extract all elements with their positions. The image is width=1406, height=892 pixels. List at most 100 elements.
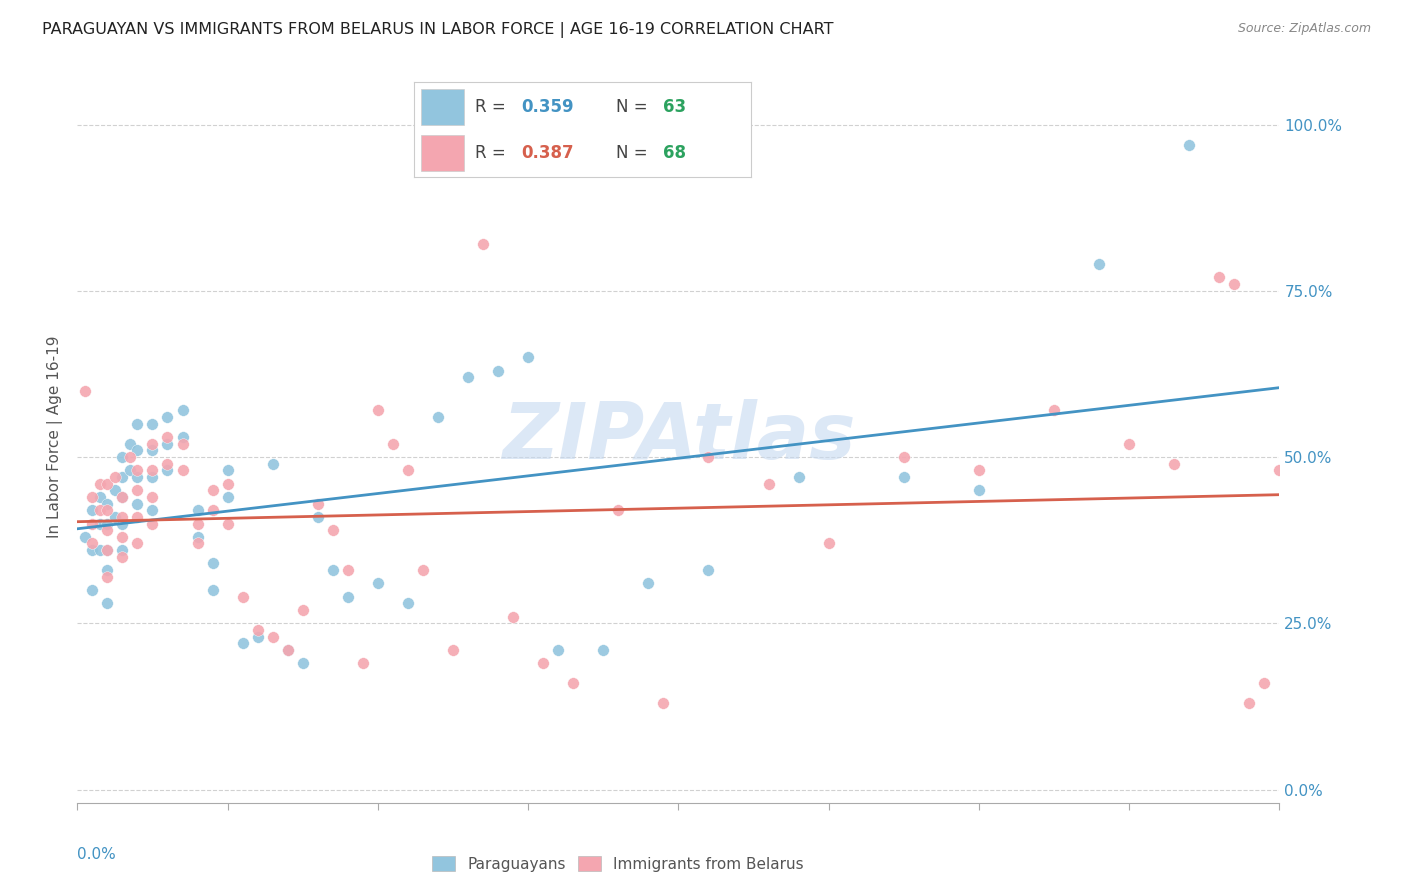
Point <box>104 509 127 524</box>
Point <box>82 516 104 531</box>
Point <box>262 630 284 644</box>
Point <box>201 557 224 571</box>
Point <box>291 603 314 617</box>
Point <box>217 463 239 477</box>
Point <box>96 563 118 577</box>
Point <box>217 476 239 491</box>
Point <box>141 516 163 531</box>
Point <box>893 470 915 484</box>
Point <box>486 363 509 377</box>
Point <box>457 370 479 384</box>
Point <box>652 696 675 710</box>
Point <box>141 436 163 450</box>
Point <box>562 676 585 690</box>
Point <box>127 509 149 524</box>
Point <box>96 497 118 511</box>
Point <box>246 623 269 637</box>
Point <box>141 417 163 431</box>
Point <box>156 430 179 444</box>
Point <box>367 576 389 591</box>
Point <box>104 470 127 484</box>
Point <box>1239 696 1261 710</box>
Point <box>787 470 810 484</box>
Point <box>73 384 96 398</box>
Point <box>104 483 127 498</box>
Point <box>1268 463 1291 477</box>
Legend: Paraguayans, Immigrants from Belarus: Paraguayans, Immigrants from Belarus <box>425 848 811 880</box>
Point <box>141 470 163 484</box>
Point <box>1178 137 1201 152</box>
Text: ZIPAtlas: ZIPAtlas <box>502 399 855 475</box>
Point <box>336 563 359 577</box>
Point <box>322 563 344 577</box>
Text: PARAGUAYAN VS IMMIGRANTS FROM BELARUS IN LABOR FORCE | AGE 16-19 CORRELATION CHA: PARAGUAYAN VS IMMIGRANTS FROM BELARUS IN… <box>42 22 834 38</box>
Text: Source: ZipAtlas.com: Source: ZipAtlas.com <box>1237 22 1371 36</box>
Point <box>82 536 104 550</box>
Point <box>96 476 118 491</box>
Point <box>96 570 118 584</box>
Point <box>111 490 134 504</box>
Point <box>352 656 374 670</box>
Point <box>758 476 780 491</box>
Point <box>127 443 149 458</box>
Point <box>232 590 254 604</box>
Point <box>1043 403 1066 417</box>
Point <box>89 476 111 491</box>
Point <box>141 490 163 504</box>
Point <box>186 530 209 544</box>
Point <box>186 536 209 550</box>
Point <box>96 596 118 610</box>
Point <box>277 643 299 657</box>
Point <box>186 516 209 531</box>
Point <box>73 530 96 544</box>
Point <box>697 563 720 577</box>
Point <box>82 490 104 504</box>
Point <box>127 483 149 498</box>
Point <box>517 351 540 365</box>
Point <box>156 436 179 450</box>
Point <box>111 549 134 564</box>
Point <box>396 463 419 477</box>
Point <box>307 509 329 524</box>
Text: 0.0%: 0.0% <box>77 847 117 862</box>
Point <box>156 410 179 425</box>
Y-axis label: In Labor Force | Age 16-19: In Labor Force | Age 16-19 <box>48 335 63 539</box>
Point <box>111 509 134 524</box>
Point <box>96 543 118 558</box>
Point <box>141 503 163 517</box>
Point <box>967 463 990 477</box>
Point <box>127 470 149 484</box>
Point <box>186 503 209 517</box>
Point <box>111 450 134 464</box>
Point <box>817 536 839 550</box>
Point <box>217 490 239 504</box>
Point <box>1223 277 1246 292</box>
Point <box>607 503 630 517</box>
Point <box>262 457 284 471</box>
Point <box>127 463 149 477</box>
Point <box>89 503 111 517</box>
Point <box>111 543 134 558</box>
Point <box>96 543 118 558</box>
Point <box>141 463 163 477</box>
Point <box>1253 676 1275 690</box>
Point <box>127 497 149 511</box>
Point <box>89 490 111 504</box>
Point <box>336 590 359 604</box>
Point <box>637 576 659 591</box>
Point <box>217 516 239 531</box>
Point <box>201 582 224 597</box>
Point <box>502 609 524 624</box>
Point <box>111 490 134 504</box>
Point <box>96 516 118 531</box>
Point <box>547 643 569 657</box>
Point <box>322 523 344 537</box>
Point <box>96 523 118 537</box>
Point <box>381 436 404 450</box>
Point <box>89 516 111 531</box>
Point <box>172 436 194 450</box>
Point <box>412 563 434 577</box>
Point <box>82 503 104 517</box>
Point <box>82 543 104 558</box>
Point <box>141 443 163 458</box>
